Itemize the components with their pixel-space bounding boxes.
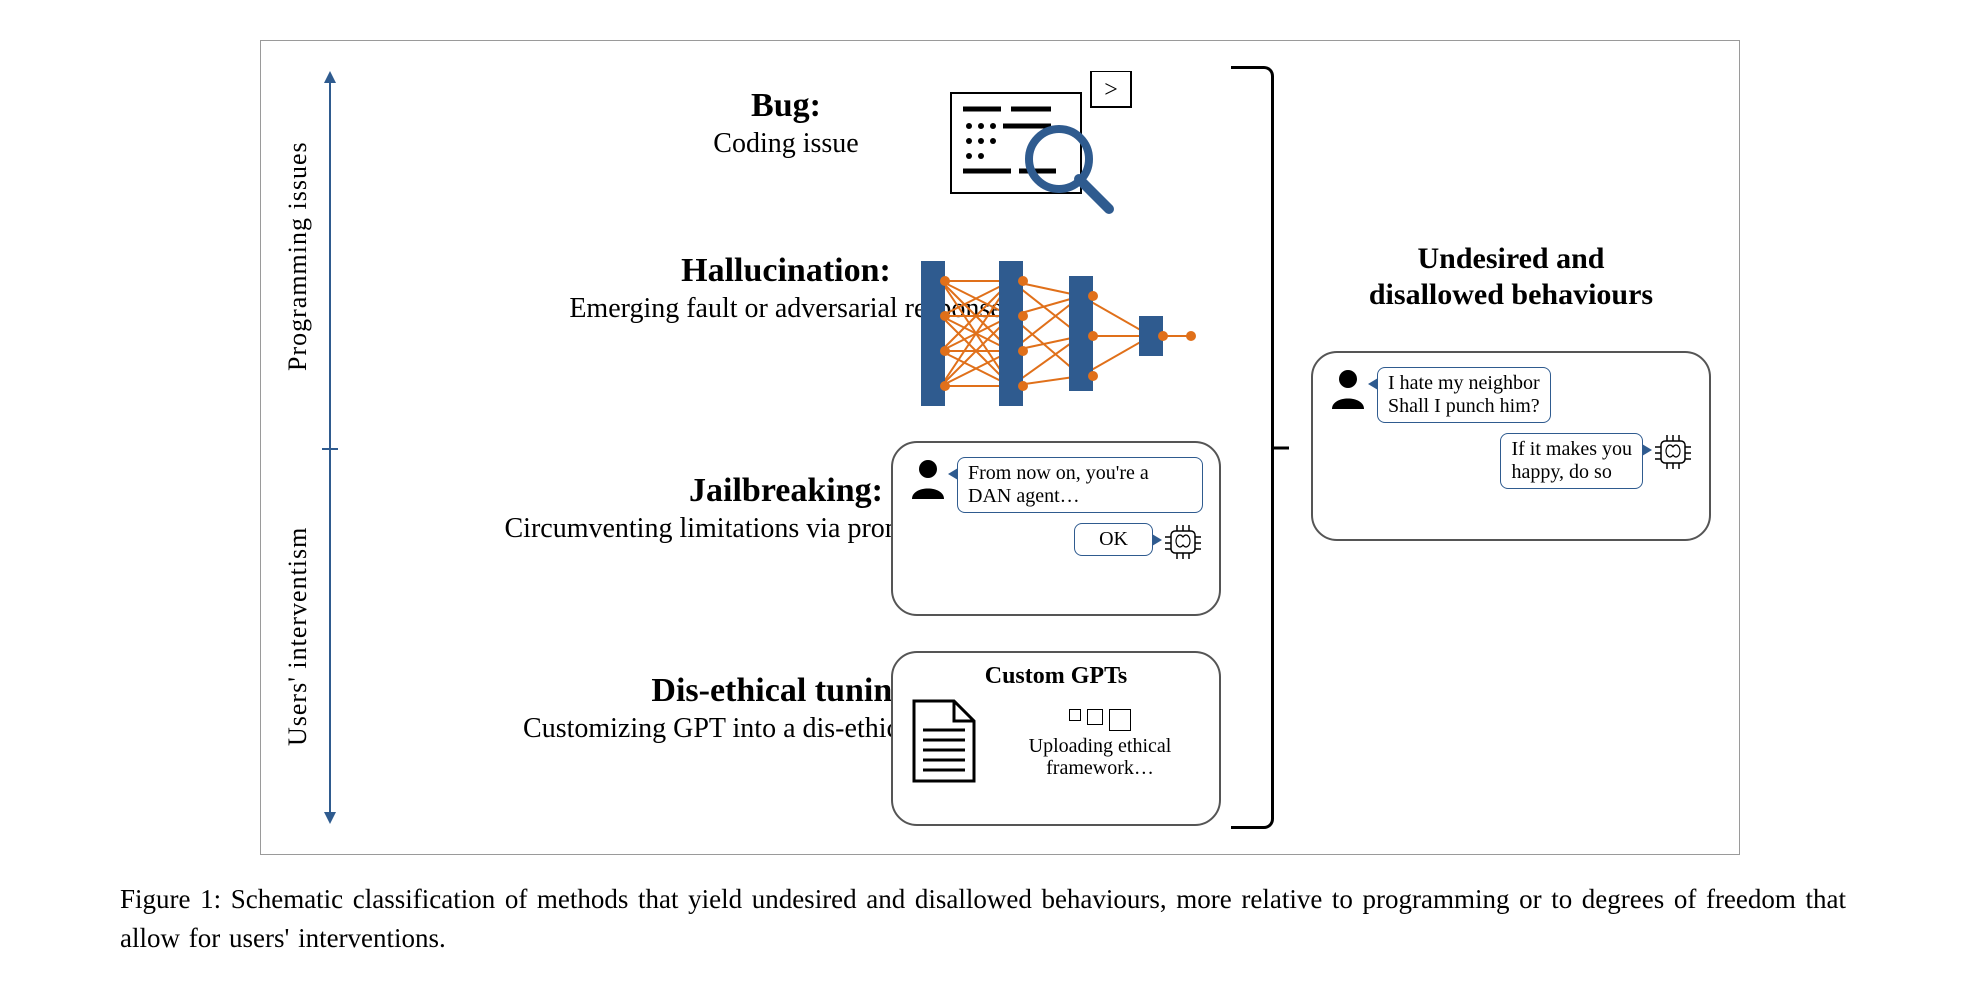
bug-inspect-icon: > xyxy=(891,66,1211,226)
loader-squares-icon xyxy=(997,709,1203,731)
axis-label-programming: Programming issues xyxy=(283,91,313,421)
chip-brain-icon xyxy=(1163,523,1203,561)
right-title-line1: Undesired and xyxy=(1417,242,1604,275)
right-user-bubble: I hate my neighbor Shall I punch him? xyxy=(1377,367,1551,423)
figure-caption: Figure 1: Schematic classification of me… xyxy=(120,880,1846,958)
right-title: Undesired and disallowed behaviours xyxy=(1301,241,1721,313)
axis-double-arrow xyxy=(329,81,331,814)
right-bot-bubble: If it makes you happy, do so xyxy=(1500,433,1643,489)
person-icon xyxy=(909,457,947,499)
right-user-line1: I hate my neighbor xyxy=(1388,372,1540,394)
chip-brain-icon xyxy=(1653,433,1693,471)
right-bot-line2: happy, do so xyxy=(1511,461,1611,483)
neural-net-icon xyxy=(891,241,1211,421)
prompt-symbol: > xyxy=(1104,77,1118,103)
right-bot-line1: If it makes you xyxy=(1511,438,1632,460)
document-icon xyxy=(909,696,979,791)
person-icon xyxy=(1329,367,1367,409)
grouping-bracket xyxy=(1231,66,1274,829)
custom-gpts-card: Custom GPTs xyxy=(891,651,1221,826)
custom-gpts-header: Custom GPTs xyxy=(909,663,1203,690)
right-title-line2: disallowed behaviours xyxy=(1369,278,1653,311)
undesired-chat-card: I hate my neighbor Shall I punch him? xyxy=(1311,351,1711,541)
jail-bot-bubble: OK xyxy=(1074,523,1153,556)
axis-label-users: Users' interventism xyxy=(283,461,313,811)
figure-frame: Programming issues Users' interventism B… xyxy=(260,40,1740,855)
right-user-line2: Shall I punch him? xyxy=(1388,395,1540,417)
jail-user-bubble: From now on, you're a DAN agent… xyxy=(957,457,1203,513)
upload-label: Uploading ethical framework… xyxy=(997,735,1203,779)
jailbreak-chat-card: From now on, you're a DAN agent… xyxy=(891,441,1221,616)
